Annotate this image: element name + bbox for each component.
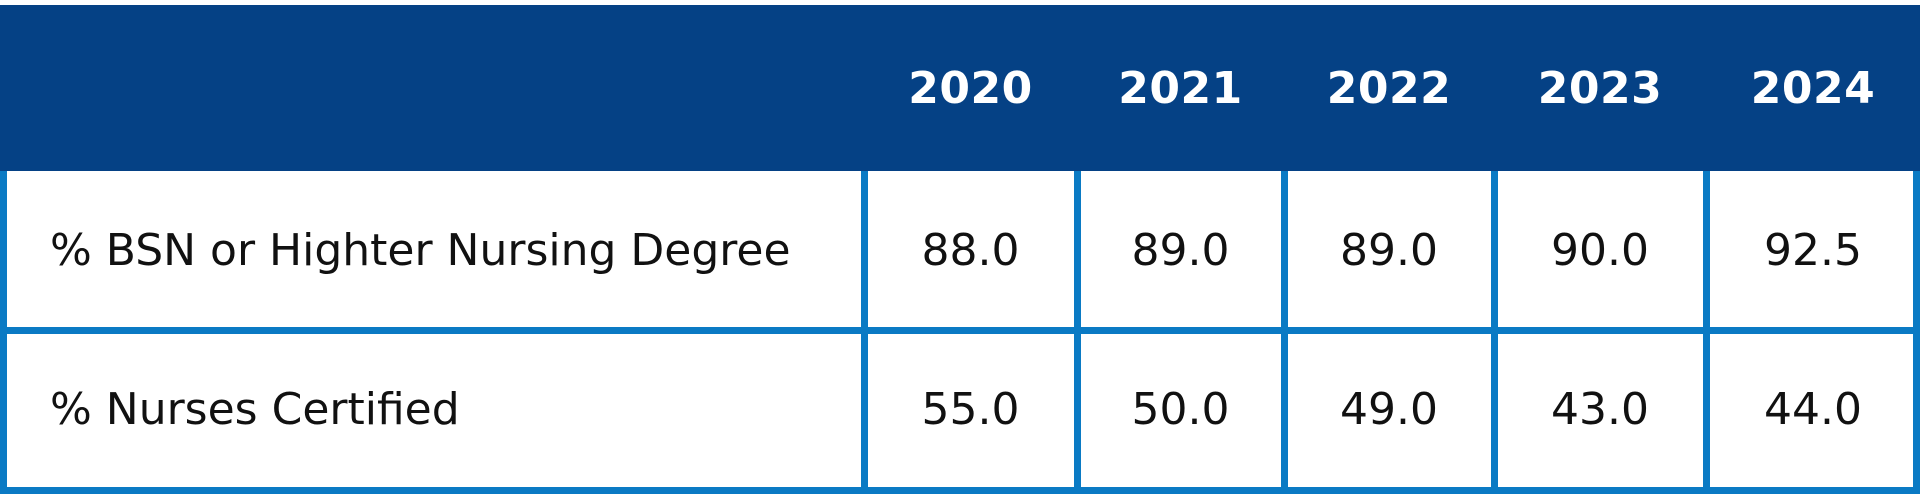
column-header-2: 2021	[1118, 62, 1243, 114]
table-bottom-border	[0, 487, 1920, 494]
table-cell: 44.0	[1764, 384, 1862, 435]
table-cell: 50.0	[1131, 384, 1230, 435]
table-cell: 89.0	[1340, 225, 1438, 276]
column-divider	[1491, 171, 1498, 494]
table-cell: 43.0	[1551, 384, 1649, 435]
table-cell: 89.0	[1131, 225, 1230, 276]
column-divider	[1281, 171, 1288, 494]
column-divider	[1703, 171, 1710, 494]
table-cell: 92.5	[1764, 225, 1862, 276]
column-divider	[1074, 171, 1081, 494]
table-left-border	[0, 171, 7, 494]
column-divider	[861, 171, 868, 494]
table-cell: 90.0	[1551, 225, 1649, 276]
table-cell: 55.0	[921, 384, 1020, 435]
table-header-row	[0, 5, 1920, 171]
row-label: % BSN or Highter Nursing Degree	[50, 225, 791, 276]
column-header-4: 2023	[1537, 62, 1663, 114]
table-cell: 88.0	[921, 225, 1020, 276]
row-label: % Nurses Certified	[50, 384, 460, 435]
column-header-3: 2022	[1326, 62, 1452, 114]
row-divider	[0, 327, 1920, 334]
column-header-1: 2020	[908, 62, 1033, 114]
column-header-5: 2024	[1750, 62, 1876, 114]
table-cell: 49.0	[1340, 384, 1438, 435]
table-right-border	[1913, 171, 1920, 494]
